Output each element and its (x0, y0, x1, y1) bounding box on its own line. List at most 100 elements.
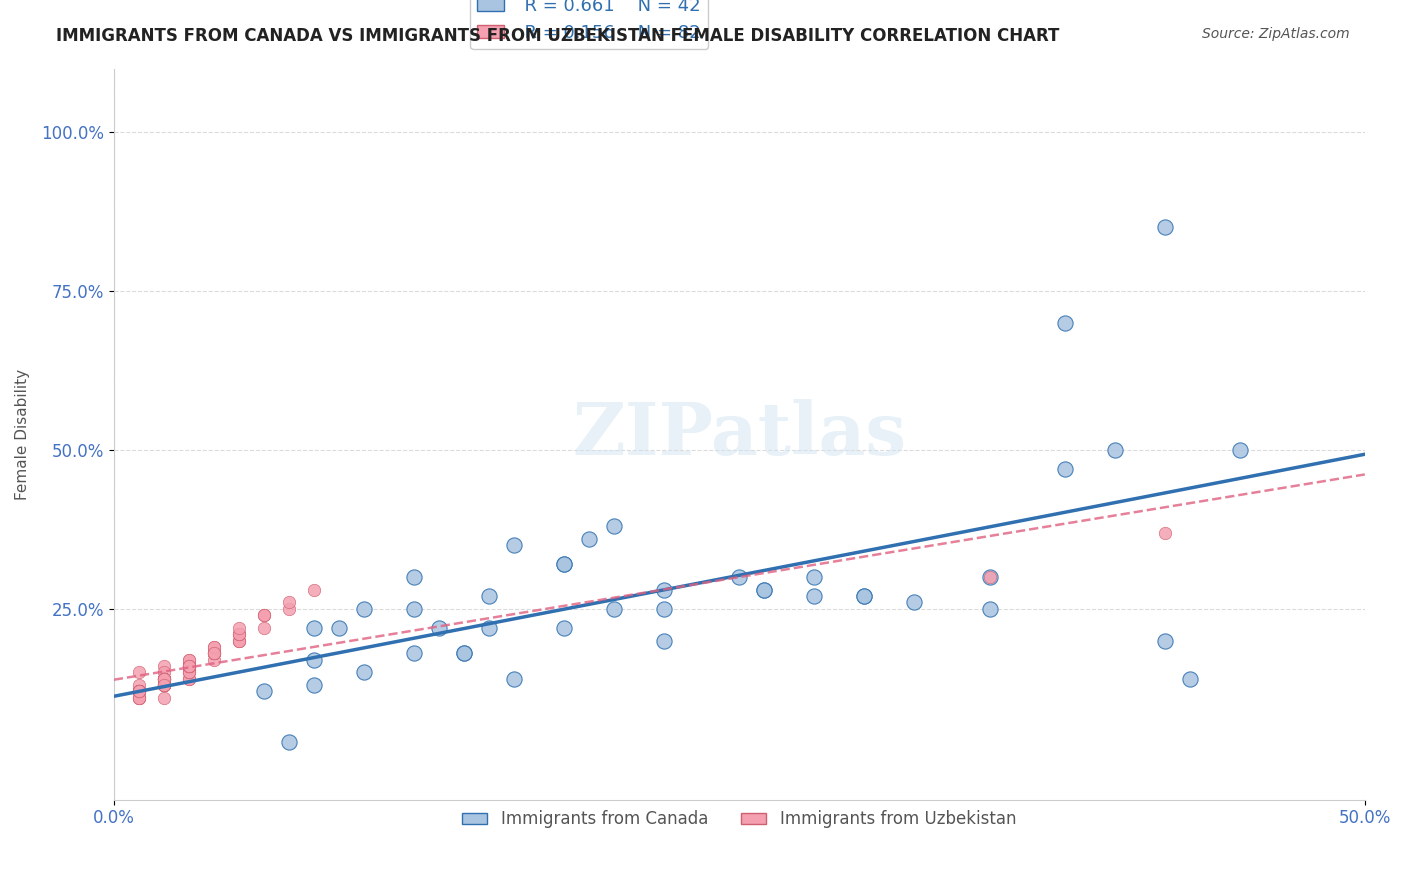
Immigrants from Uzbekistan (153, 678, 176, 692)
Immigrants from Uzbekistan (128, 684, 150, 698)
Immigrants from Uzbekistan (128, 684, 150, 698)
Immigrants from Canada (302, 621, 325, 635)
Immigrants from Uzbekistan (153, 665, 176, 680)
Text: ZIPatlas: ZIPatlas (572, 399, 907, 469)
Immigrants from Canada (278, 735, 301, 749)
Immigrants from Uzbekistan (177, 659, 200, 673)
Immigrants from Uzbekistan (253, 608, 276, 623)
Immigrants from Uzbekistan (128, 690, 150, 705)
Immigrants from Uzbekistan (128, 684, 150, 698)
Immigrants from Canada (754, 582, 776, 597)
Immigrants from Uzbekistan (128, 684, 150, 698)
Immigrants from Canada (404, 602, 426, 616)
Immigrants from Uzbekistan (128, 684, 150, 698)
Immigrants from Canada (503, 672, 526, 686)
Immigrants from Canada (353, 602, 375, 616)
Immigrants from Uzbekistan (128, 684, 150, 698)
Immigrants from Uzbekistan (177, 672, 200, 686)
Immigrants from Canada (503, 538, 526, 552)
Immigrants from Uzbekistan (202, 646, 225, 660)
Immigrants from Uzbekistan (228, 633, 250, 648)
Immigrants from Canada (1053, 462, 1076, 476)
Immigrants from Uzbekistan (202, 646, 225, 660)
Immigrants from Uzbekistan (253, 608, 276, 623)
Immigrants from Uzbekistan (153, 672, 176, 686)
Immigrants from Canada (353, 665, 375, 680)
Immigrants from Uzbekistan (153, 678, 176, 692)
Immigrants from Canada (553, 558, 575, 572)
Immigrants from Uzbekistan (228, 627, 250, 641)
Immigrants from Uzbekistan (228, 621, 250, 635)
Text: Source: ZipAtlas.com: Source: ZipAtlas.com (1202, 27, 1350, 41)
Immigrants from Uzbekistan (128, 684, 150, 698)
Immigrants from Uzbekistan (253, 621, 276, 635)
Immigrants from Uzbekistan (128, 684, 150, 698)
Immigrants from Canada (553, 621, 575, 635)
Immigrants from Canada (328, 621, 350, 635)
Immigrants from Uzbekistan (177, 659, 200, 673)
Immigrants from Canada (404, 646, 426, 660)
Immigrants from Canada (302, 678, 325, 692)
Immigrants from Canada (803, 589, 825, 603)
Immigrants from Canada (1053, 316, 1076, 330)
Immigrants from Canada (253, 684, 276, 698)
Immigrants from Uzbekistan (979, 570, 1001, 584)
Immigrants from Uzbekistan (1153, 525, 1175, 540)
Immigrants from Canada (1104, 442, 1126, 457)
Text: IMMIGRANTS FROM CANADA VS IMMIGRANTS FROM UZBEKISTAN FEMALE DISABILITY CORRELATI: IMMIGRANTS FROM CANADA VS IMMIGRANTS FRO… (56, 27, 1060, 45)
Immigrants from Canada (578, 532, 600, 546)
Immigrants from Canada (652, 633, 675, 648)
Immigrants from Canada (453, 646, 475, 660)
Immigrants from Canada (553, 558, 575, 572)
Immigrants from Uzbekistan (202, 646, 225, 660)
Immigrants from Uzbekistan (153, 678, 176, 692)
Immigrants from Uzbekistan (202, 640, 225, 654)
Immigrants from Uzbekistan (128, 684, 150, 698)
Immigrants from Uzbekistan (253, 608, 276, 623)
Immigrants from Uzbekistan (202, 646, 225, 660)
Immigrants from Canada (803, 570, 825, 584)
Immigrants from Uzbekistan (128, 684, 150, 698)
Immigrants from Uzbekistan (228, 627, 250, 641)
Immigrants from Canada (853, 589, 876, 603)
Immigrants from Uzbekistan (128, 678, 150, 692)
Immigrants from Uzbekistan (278, 602, 301, 616)
Immigrants from Uzbekistan (153, 678, 176, 692)
Immigrants from Uzbekistan (153, 678, 176, 692)
Immigrants from Uzbekistan (177, 659, 200, 673)
Immigrants from Uzbekistan (177, 653, 200, 667)
Immigrants from Uzbekistan (128, 665, 150, 680)
Immigrants from Canada (728, 570, 751, 584)
Immigrants from Uzbekistan (153, 678, 176, 692)
Immigrants from Canada (302, 653, 325, 667)
Immigrants from Uzbekistan (202, 646, 225, 660)
Immigrants from Canada (603, 519, 626, 533)
Immigrants from Uzbekistan (302, 582, 325, 597)
Immigrants from Uzbekistan (202, 646, 225, 660)
Immigrants from Uzbekistan (202, 646, 225, 660)
Immigrants from Uzbekistan (153, 672, 176, 686)
Immigrants from Uzbekistan (202, 640, 225, 654)
Immigrants from Canada (478, 589, 501, 603)
Immigrants from Uzbekistan (177, 659, 200, 673)
Immigrants from Uzbekistan (177, 659, 200, 673)
Immigrants from Uzbekistan (177, 659, 200, 673)
Immigrants from Canada (603, 602, 626, 616)
Immigrants from Uzbekistan (228, 633, 250, 648)
Y-axis label: Female Disability: Female Disability (15, 368, 30, 500)
Immigrants from Uzbekistan (153, 672, 176, 686)
Immigrants from Uzbekistan (153, 672, 176, 686)
Immigrants from Canada (979, 602, 1001, 616)
Immigrants from Uzbekistan (153, 672, 176, 686)
Immigrants from Canada (1178, 672, 1201, 686)
Immigrants from Uzbekistan (177, 659, 200, 673)
Immigrants from Uzbekistan (128, 690, 150, 705)
Immigrants from Uzbekistan (153, 690, 176, 705)
Immigrants from Uzbekistan (128, 690, 150, 705)
Immigrants from Uzbekistan (177, 665, 200, 680)
Immigrants from Uzbekistan (177, 665, 200, 680)
Immigrants from Canada (652, 602, 675, 616)
Immigrants from Uzbekistan (153, 659, 176, 673)
Legend: Immigrants from Canada, Immigrants from Uzbekistan: Immigrants from Canada, Immigrants from … (456, 804, 1024, 835)
Immigrants from Canada (453, 646, 475, 660)
